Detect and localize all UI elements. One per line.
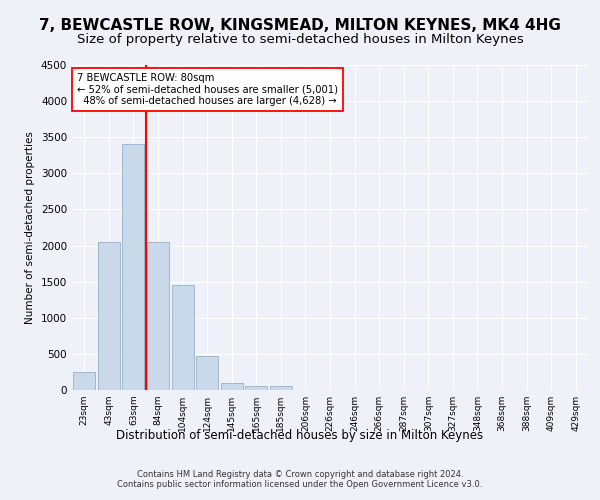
Text: Distribution of semi-detached houses by size in Milton Keynes: Distribution of semi-detached houses by … [116,428,484,442]
Text: Size of property relative to semi-detached houses in Milton Keynes: Size of property relative to semi-detach… [77,32,523,46]
Bar [270,386,292,390]
Bar [196,356,218,390]
Bar [245,386,268,390]
Text: Contains HM Land Registry data © Crown copyright and database right 2024.
Contai: Contains HM Land Registry data © Crown c… [118,470,482,489]
Text: 7 BEWCASTLE ROW: 80sqm
← 52% of semi-detached houses are smaller (5,001)
  48% o: 7 BEWCASTLE ROW: 80sqm ← 52% of semi-det… [77,73,338,106]
Bar [221,383,243,390]
Bar [73,372,95,390]
Text: 7, BEWCASTLE ROW, KINGSMEAD, MILTON KEYNES, MK4 4HG: 7, BEWCASTLE ROW, KINGSMEAD, MILTON KEYN… [39,18,561,32]
Bar [147,242,169,390]
Bar [122,144,145,390]
Y-axis label: Number of semi-detached properties: Number of semi-detached properties [25,131,35,324]
Bar [98,242,120,390]
Bar [172,286,194,390]
